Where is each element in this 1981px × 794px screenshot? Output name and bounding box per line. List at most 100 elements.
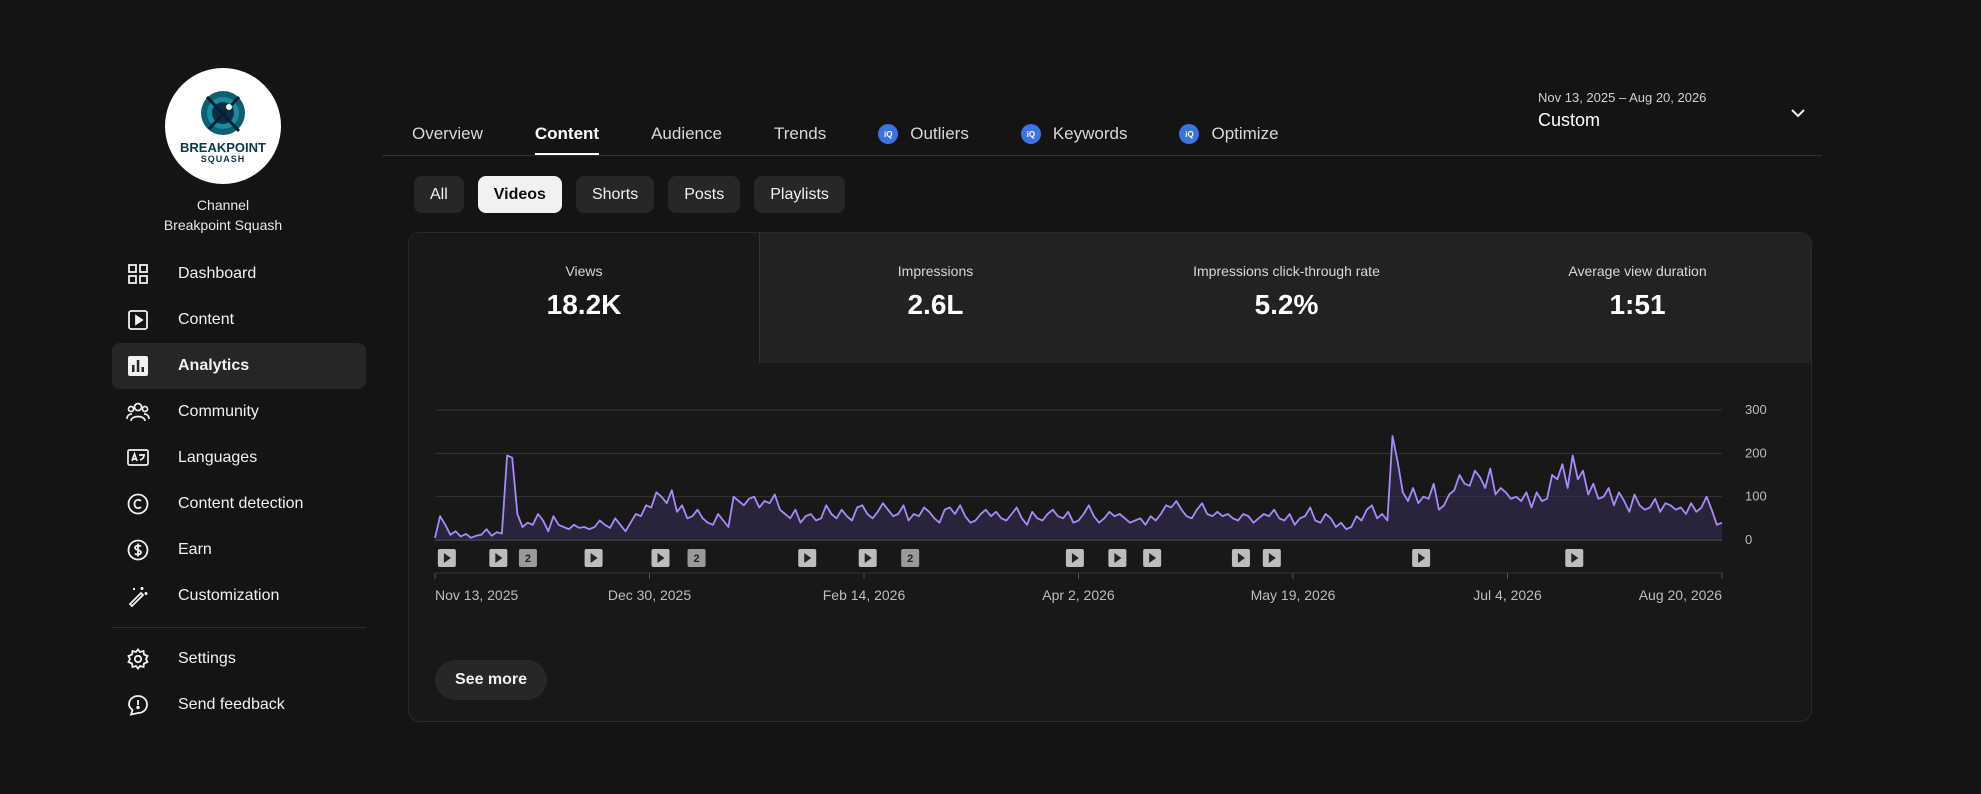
video-marker — [687, 549, 706, 567]
metric-impressions[interactable]: Impressions 2.6L — [760, 233, 1111, 363]
sidebar-item-label: Community — [178, 403, 259, 420]
channel-name: Breakpoint Squash — [163, 217, 283, 233]
sidebar-item-settings[interactable]: Settings — [112, 636, 366, 682]
x-tick-label: Nov 13, 2025 — [435, 587, 518, 603]
video-marker-count: 2 — [907, 553, 913, 565]
sidebar-item-send-feedback[interactable]: Send feedback — [112, 682, 366, 728]
play-icon — [1114, 553, 1122, 563]
sidebar-item-label: Customization — [178, 587, 280, 604]
sidebar-item-label: Dashboard — [178, 265, 257, 282]
sidebar-item-label: Content — [178, 311, 235, 328]
dashboard-icon — [126, 262, 150, 286]
tab-audience[interactable]: Audience — [651, 112, 722, 156]
sidebar-item-customization[interactable]: Customization — [112, 573, 366, 619]
sidebar-item-label: Analytics — [178, 357, 250, 374]
play-icon — [443, 553, 451, 563]
y-tick-label: 200 — [1745, 445, 1767, 460]
content-icon — [126, 308, 150, 332]
x-tick-label: Apr 2, 2026 — [1042, 587, 1115, 603]
metric-value: 1:51 — [1609, 289, 1666, 320]
wand-icon — [126, 584, 150, 608]
metric-value: 2.6L — [907, 289, 964, 320]
sidebar-nav: Dashboard Content Analytics Community La… — [112, 251, 368, 728]
metric-value: 18.2K — [546, 289, 622, 320]
sidebar-item-label: Languages — [178, 449, 258, 466]
content-type-chips: All Videos Shorts Posts Playlists — [414, 176, 859, 213]
sidebar-item-label: Settings — [178, 650, 236, 667]
tab-trends[interactable]: Trends — [774, 112, 826, 156]
tab-label: Audience — [651, 124, 722, 143]
sidebar-item-content[interactable]: Content — [112, 297, 366, 343]
channel-logo-icon — [201, 90, 245, 135]
tab-label: Trends — [773, 124, 827, 143]
y-tick-label: 300 — [1745, 402, 1767, 417]
chip-shorts[interactable]: Shorts — [575, 176, 655, 213]
sidebar-item-label: Earn — [178, 541, 212, 558]
chevron-down-icon[interactable] — [1788, 103, 1808, 123]
sidebar-item-label: Content detection — [178, 495, 304, 512]
y-tick-label: 0 — [1745, 532, 1752, 547]
tab-outliers[interactable]: iQ Outliers — [878, 112, 969, 156]
community-icon — [126, 400, 150, 424]
chip-posts[interactable]: Posts — [668, 176, 741, 213]
metric-label: Views — [565, 263, 603, 279]
tab-overview[interactable]: Overview — [412, 112, 483, 156]
views-area — [435, 436, 1722, 540]
sidebar-item-dashboard[interactable]: Dashboard — [112, 251, 366, 297]
views-line — [434, 435, 1723, 539]
tab-label: Content — [534, 124, 600, 143]
sidebar-divider — [112, 627, 366, 628]
views-chart[interactable]: 0 100 200 300 2 2 2 Nov 13, 2025 Dec 30, 2025 Feb… — [409, 363, 1812, 653]
play-icon — [1149, 553, 1157, 563]
play-icon — [1237, 553, 1245, 563]
video-marker-count: 2 — [693, 553, 699, 565]
channel-label: Channel — [196, 197, 250, 213]
date-range-text[interactable]: Nov 13, 2025 – Aug 20, 2026 — [1538, 90, 1707, 105]
sidebar-item-content-detection[interactable]: Content detection — [112, 481, 366, 527]
sidebar-item-community[interactable]: Community — [112, 389, 366, 435]
tab-label: Outliers — [910, 124, 969, 143]
chip-videos[interactable]: Videos — [477, 176, 562, 213]
metric-label: Impressions click-through rate — [1193, 263, 1380, 279]
tab-optimize[interactable]: iQ Optimize — [1179, 112, 1279, 156]
metric-label: Average view duration — [1568, 263, 1707, 279]
x-tick-label: Feb 14, 2026 — [823, 587, 906, 603]
video-marker — [518, 549, 537, 567]
copyright-icon — [126, 492, 150, 516]
logo-text: BREAKPOINT — [180, 139, 266, 155]
play-icon — [1418, 553, 1426, 563]
x-tick-label: Dec 30, 2025 — [608, 587, 691, 603]
iq-badge-icon: iQ — [1020, 124, 1041, 144]
chip-playlists[interactable]: Playlists — [754, 176, 845, 213]
x-tick-label: May 19, 2026 — [1251, 587, 1336, 603]
sidebar-item-analytics[interactable]: Analytics — [112, 343, 366, 389]
play-icon — [1071, 553, 1079, 563]
metric-value: 5.2% — [1254, 289, 1319, 320]
iq-badge-icon: iQ — [1179, 124, 1200, 144]
metric-views[interactable]: Views 18.2K — [409, 233, 760, 363]
play-icon — [864, 553, 872, 563]
sidebar-item-earn[interactable]: Earn — [112, 527, 366, 573]
gear-icon — [126, 647, 150, 671]
logo-subtext: SQUASH — [200, 153, 246, 164]
metric-ctr[interactable]: Impressions click-through rate 5.2% — [1111, 233, 1462, 363]
analytics-icon — [126, 354, 150, 378]
tab-label: Overview — [412, 124, 483, 143]
play-icon — [495, 553, 503, 563]
metric-avg-view-duration[interactable]: Average view duration 1:51 — [1462, 233, 1811, 363]
chip-all[interactable]: All — [414, 176, 464, 213]
iq-badge-icon: iQ — [878, 124, 899, 144]
date-mode-text[interactable]: Custom — [1538, 110, 1601, 130]
avatar[interactable]: BREAKPOINT SQUASH — [165, 68, 281, 184]
tab-keywords[interactable]: iQ Keywords — [1020, 112, 1128, 156]
sidebar-item-languages[interactable]: Languages — [112, 435, 366, 481]
video-marker-count: 2 — [525, 553, 531, 565]
tab-label: Keywords — [1052, 124, 1128, 143]
play-icon — [657, 553, 665, 563]
dollar-icon — [126, 538, 150, 562]
see-more-button[interactable]: See more — [435, 660, 548, 700]
y-tick-label: 100 — [1745, 489, 1767, 504]
metric-tabs: Views 18.2K Impressions 2.6L Impressions… — [409, 233, 1811, 363]
languages-icon — [126, 446, 150, 470]
tab-content[interactable]: Content — [534, 112, 600, 156]
